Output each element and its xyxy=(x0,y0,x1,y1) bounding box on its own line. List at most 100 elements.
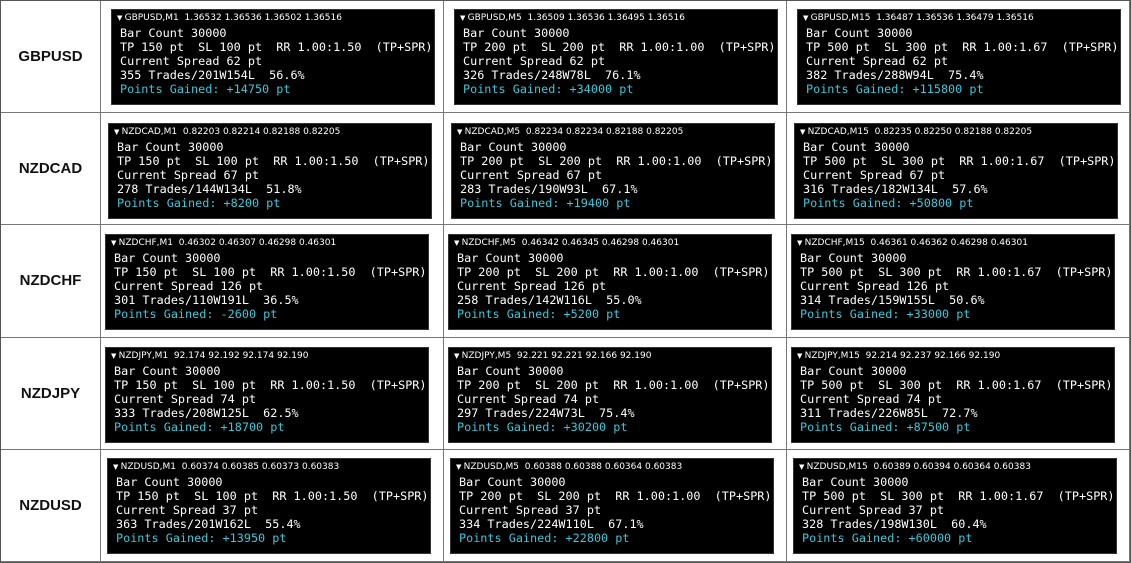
terminal-panel: NZDJPY,M1 92.174 92.192 92.174 92.190Bar… xyxy=(105,346,429,443)
points-gained: Points Gained: +18700 pt xyxy=(114,419,285,434)
stat-line: TP 200 pt SL 200 pt RR 1.00:1.00 (TP+SPR… xyxy=(457,377,770,392)
stat-line: 326 Trades/248W78L 76.1% xyxy=(463,68,641,82)
terminal-panel: GBPUSD,M15 1.36487 1.36536 1.36479 1.365… xyxy=(797,9,1121,105)
stat-line: TP 150 pt SL 100 pt RR 1.00:1.50 (TP+SPR… xyxy=(114,265,427,280)
points-gained: Points Gained: +33000 pt xyxy=(800,307,971,322)
stat-line: Current Spread 62 pt xyxy=(120,54,263,68)
stat-line: TP 500 pt SL 300 pt RR 1.00:1.67 (TP+SPR… xyxy=(802,488,1115,503)
points-gained: Points Gained: +115800 pt xyxy=(806,82,984,96)
pair-label: NZDUSD xyxy=(1,449,101,562)
stat-line: Current Spread 37 pt xyxy=(802,502,945,517)
stat-line: 311 Trades/226W85L 72.7% xyxy=(800,405,978,420)
points-gained: Points Gained: -2600 pt xyxy=(114,307,278,322)
stat-line: Bar Count 30000 xyxy=(117,140,224,155)
terminal-panel: NZDJPY,M15 92.214 92.237 92.166 92.190Ba… xyxy=(791,346,1115,443)
pair-label: NZDCHF xyxy=(1,225,101,338)
chart-header: GBPUSD,M15 1.36487 1.36536 1.36479 1.365… xyxy=(798,10,1120,26)
points-gained: Points Gained: +5200 pt xyxy=(457,307,621,322)
points-gained: Points Gained: +50800 pt xyxy=(803,196,974,211)
stat-line: Current Spread 67 pt xyxy=(803,168,946,183)
stat-line: TP 150 pt SL 100 pt RR 1.00:1.50 (TP+SPR… xyxy=(116,488,429,503)
chart-header: NZDCAD,M15 0.82235 0.82250 0.82188 0.822… xyxy=(795,124,1117,140)
points-gained: Points Gained: +60000 pt xyxy=(802,530,973,545)
result-cell: NZDCAD,M5 0.82234 0.82234 0.82188 0.8220… xyxy=(444,113,787,226)
result-cell: NZDCAD,M15 0.82235 0.82250 0.82188 0.822… xyxy=(787,113,1130,226)
chart-header: NZDUSD,M1 0.60374 0.60385 0.60373 0.6038… xyxy=(108,459,430,475)
result-cell: NZDJPY,M1 92.174 92.192 92.174 92.190Bar… xyxy=(101,337,444,450)
stat-line: 328 Trades/198W130L 60.4% xyxy=(802,516,987,531)
result-cell: NZDJPY,M15 92.214 92.237 92.166 92.190Ba… xyxy=(787,337,1130,450)
stat-line: Bar Count 30000 xyxy=(457,363,564,378)
stat-line: TP 500 pt SL 300 pt RR 1.00:1.67 (TP+SPR… xyxy=(803,154,1116,169)
stat-line: Bar Count 30000 xyxy=(800,363,907,378)
stat-line: Current Spread 67 pt xyxy=(117,168,260,183)
stat-line: 301 Trades/110W191L 36.5% xyxy=(114,293,299,308)
terminal-panel: NZDCAD,M1 0.82203 0.82214 0.82188 0.8220… xyxy=(108,123,432,220)
stat-line: TP 200 pt SL 200 pt RR 1.00:1.00 (TP+SPR… xyxy=(463,40,776,54)
stat-line: 297 Trades/224W73L 75.4% xyxy=(457,405,635,420)
stat-line: TP 150 pt SL 100 pt RR 1.00:1.50 (TP+SPR… xyxy=(117,154,430,169)
stat-line: Bar Count 30000 xyxy=(802,474,909,489)
chart-header: GBPUSD,M1 1.36532 1.36536 1.36502 1.3651… xyxy=(112,10,434,26)
chart-header: NZDUSD,M5 0.60388 0.60388 0.60364 0.6038… xyxy=(451,459,773,475)
terminal-panel: NZDUSD,M15 0.60389 0.60394 0.60364 0.603… xyxy=(793,457,1117,554)
chart-header: NZDCHF,M15 0.46361 0.46362 0.46298 0.463… xyxy=(792,235,1114,251)
terminal-panel: NZDUSD,M5 0.60388 0.60388 0.60364 0.6038… xyxy=(450,457,774,554)
stat-line: Bar Count 30000 xyxy=(120,26,227,40)
stat-line: 382 Trades/288W94L 75.4% xyxy=(806,68,984,82)
stat-line: Current Spread 126 pt xyxy=(114,279,264,294)
stat-line: 278 Trades/144W134L 51.8% xyxy=(117,182,302,197)
pair-label: NZDCAD xyxy=(1,113,101,226)
pair-label: GBPUSD xyxy=(1,1,101,114)
stat-line: Current Spread 74 pt xyxy=(800,391,943,406)
stat-line: Bar Count 30000 xyxy=(114,363,221,378)
stat-line: Bar Count 30000 xyxy=(114,251,221,266)
stat-line: Bar Count 30000 xyxy=(463,26,570,40)
chart-header: NZDCAD,M5 0.82234 0.82234 0.82188 0.8220… xyxy=(452,124,774,140)
terminal-panel: NZDCHF,M5 0.46342 0.46345 0.46298 0.4630… xyxy=(448,234,772,331)
stat-line: 316 Trades/182W134L 57.6% xyxy=(803,182,988,197)
chart-header: NZDUSD,M15 0.60389 0.60394 0.60364 0.603… xyxy=(794,459,1116,475)
stat-line: TP 150 pt SL 100 pt RR 1.00:1.50 (TP+SPR… xyxy=(120,40,433,54)
terminal-panel: NZDCHF,M15 0.46361 0.46362 0.46298 0.463… xyxy=(791,234,1115,331)
stat-line: Current Spread 37 pt xyxy=(116,502,259,517)
result-cell: NZDJPY,M5 92.221 92.221 92.166 92.190Bar… xyxy=(444,337,787,450)
stat-line: Current Spread 74 pt xyxy=(114,391,257,406)
stat-line: Bar Count 30000 xyxy=(800,251,907,266)
result-cell: NZDCHF,M1 0.46302 0.46307 0.46298 0.4630… xyxy=(101,225,444,338)
pair-label: NZDJPY xyxy=(1,337,101,450)
stat-line: TP 500 pt SL 300 pt RR 1.00:1.67 (TP+SPR… xyxy=(800,377,1113,392)
stat-line: 355 Trades/201W154L 56.6% xyxy=(120,68,305,82)
stat-line: TP 200 pt SL 200 pt RR 1.00:1.00 (TP+SPR… xyxy=(460,154,773,169)
terminal-panel: GBPUSD,M1 1.36532 1.36536 1.36502 1.3651… xyxy=(111,9,435,105)
stat-line: Bar Count 30000 xyxy=(803,140,910,155)
stat-line: Current Spread 62 pt xyxy=(806,54,949,68)
stat-line: Current Spread 74 pt xyxy=(457,391,600,406)
terminal-panel: NZDUSD,M1 0.60374 0.60385 0.60373 0.6038… xyxy=(107,457,431,554)
chart-header: NZDCAD,M1 0.82203 0.82214 0.82188 0.8220… xyxy=(109,124,431,140)
points-gained: Points Gained: +8200 pt xyxy=(117,196,281,211)
result-cell: NZDCAD,M1 0.82203 0.82214 0.82188 0.8220… xyxy=(101,113,444,226)
stat-line: 363 Trades/201W162L 55.4% xyxy=(116,516,301,531)
result-cell: NZDUSD,M5 0.60388 0.60388 0.60364 0.6038… xyxy=(444,449,787,562)
terminal-panel: NZDCAD,M15 0.82235 0.82250 0.82188 0.822… xyxy=(794,123,1118,220)
stat-line: 333 Trades/208W125L 62.5% xyxy=(114,405,299,420)
points-gained: Points Gained: +14750 pt xyxy=(120,82,291,96)
points-gained: Points Gained: +34000 pt xyxy=(463,82,634,96)
chart-header: GBPUSD,M5 1.36509 1.36536 1.36495 1.3651… xyxy=(455,10,777,26)
result-cell: GBPUSD,M5 1.36509 1.36536 1.36495 1.3651… xyxy=(444,1,787,114)
result-cell: GBPUSD,M1 1.36532 1.36536 1.36502 1.3651… xyxy=(101,1,444,114)
stat-line: Bar Count 30000 xyxy=(457,251,564,266)
points-gained: Points Gained: +13950 pt xyxy=(116,530,287,545)
stat-line: Bar Count 30000 xyxy=(459,474,566,489)
stat-line: Current Spread 37 pt xyxy=(459,502,602,517)
stat-line: 283 Trades/190W93L 67.1% xyxy=(460,182,638,197)
stat-line: TP 200 pt SL 200 pt RR 1.00:1.00 (TP+SPR… xyxy=(457,265,770,280)
stat-line: 334 Trades/224W110L 67.1% xyxy=(459,516,644,531)
result-cell: NZDCHF,M5 0.46342 0.46345 0.46298 0.4630… xyxy=(444,225,787,338)
stat-line: TP 500 pt SL 300 pt RR 1.00:1.67 (TP+SPR… xyxy=(800,265,1113,280)
chart-header: NZDCHF,M5 0.46342 0.46345 0.46298 0.4630… xyxy=(449,235,771,251)
result-cell: GBPUSD,M15 1.36487 1.36536 1.36479 1.365… xyxy=(787,1,1130,114)
stat-line: Bar Count 30000 xyxy=(116,474,223,489)
